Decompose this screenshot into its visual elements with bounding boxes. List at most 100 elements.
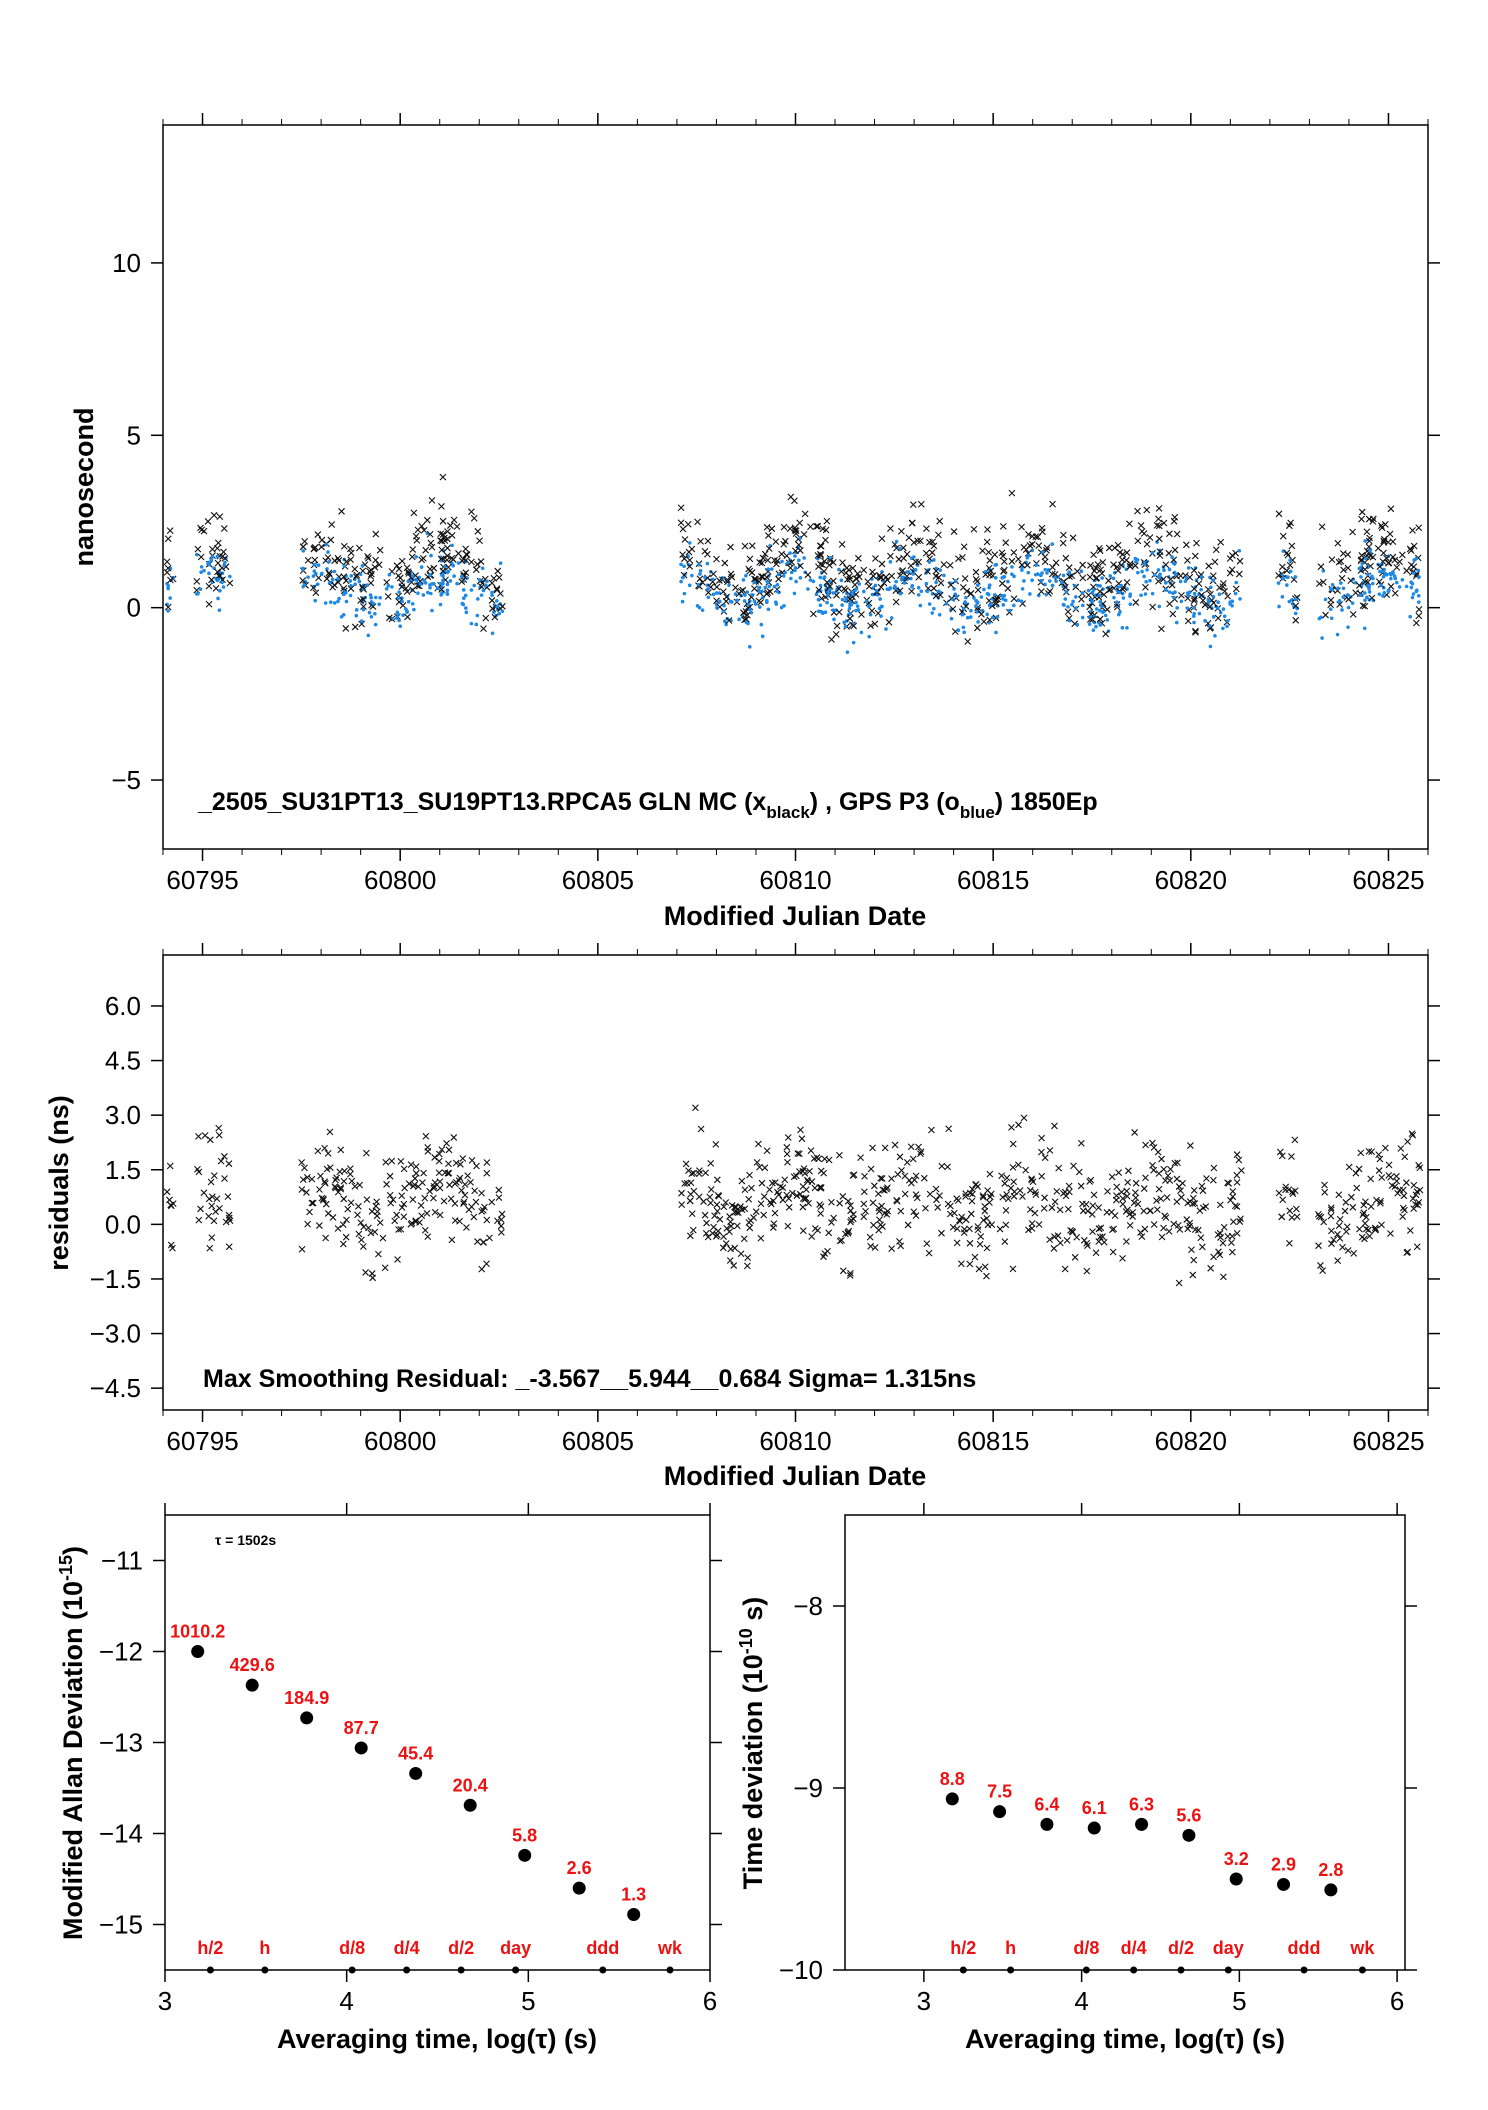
data-point-dot bbox=[1211, 578, 1215, 583]
data-point-x bbox=[474, 560, 481, 568]
data-point-x bbox=[1378, 1221, 1385, 1229]
data-point-dot bbox=[498, 561, 503, 565]
data-point-x bbox=[407, 1161, 415, 1169]
data-point-x bbox=[343, 1216, 350, 1224]
data-point-dot bbox=[412, 607, 416, 612]
data-point-x bbox=[974, 586, 982, 594]
data-point-x bbox=[1235, 1156, 1243, 1164]
data-point-x bbox=[1238, 1167, 1245, 1174]
interval-label: h/2 bbox=[197, 1938, 223, 1958]
deviation-point bbox=[1087, 1821, 1101, 1835]
data-point-x bbox=[696, 575, 704, 583]
data-point-dot bbox=[430, 582, 434, 586]
deviation-point bbox=[993, 1805, 1007, 1819]
data-point-x bbox=[445, 1160, 452, 1168]
data-point-x bbox=[704, 537, 712, 545]
data-point-x bbox=[817, 550, 824, 558]
data-point-x bbox=[403, 564, 411, 572]
data-point-x bbox=[932, 1185, 940, 1193]
data-point-dot bbox=[744, 573, 748, 578]
data-point-x bbox=[163, 569, 171, 576]
data-point-dot bbox=[956, 628, 961, 633]
data-point-dot bbox=[1119, 583, 1124, 588]
data-point-x bbox=[224, 1193, 232, 1200]
data-point-dot bbox=[166, 609, 170, 613]
data-point-x bbox=[371, 1228, 379, 1236]
data-point-x bbox=[369, 1274, 377, 1282]
data-point-dot bbox=[386, 583, 391, 588]
data-point-x bbox=[339, 1221, 347, 1229]
data-point-x bbox=[720, 1233, 727, 1241]
data-point-x bbox=[1355, 1165, 1363, 1173]
data-point-x bbox=[1138, 1233, 1146, 1240]
y-tick-label: −13 bbox=[99, 1728, 143, 1758]
data-point-x bbox=[1097, 566, 1104, 574]
data-point-dot bbox=[1222, 614, 1227, 619]
data-point-x bbox=[164, 535, 172, 543]
data-point-x bbox=[703, 1219, 710, 1227]
data-point-dot bbox=[775, 589, 779, 594]
data-point-dot bbox=[774, 600, 778, 604]
data-point-x bbox=[1132, 599, 1140, 606]
data-point-dot bbox=[1157, 575, 1162, 580]
data-point-x bbox=[478, 1265, 486, 1273]
data-point-dot bbox=[776, 572, 781, 577]
data-point-x bbox=[1032, 533, 1040, 541]
data-point-x bbox=[1071, 1253, 1079, 1261]
data-point-dot bbox=[390, 585, 394, 589]
data-point-x bbox=[794, 1150, 802, 1157]
data-point-x bbox=[367, 572, 375, 580]
data-point-dot bbox=[1288, 558, 1292, 563]
data-point-x bbox=[899, 544, 907, 552]
plot3-ylabel: Modified Allan Deviation (10-15) bbox=[56, 1546, 88, 1940]
data-point-x bbox=[486, 1234, 493, 1242]
data-point-dot bbox=[1010, 565, 1014, 569]
data-point-dot bbox=[378, 595, 382, 600]
data-point-x bbox=[346, 545, 354, 553]
data-point-dot bbox=[789, 570, 794, 575]
data-point-x bbox=[726, 1257, 734, 1264]
data-point-x bbox=[883, 576, 891, 584]
data-point-x bbox=[329, 1214, 337, 1221]
data-point-x bbox=[909, 1155, 917, 1163]
data-point-x bbox=[391, 1217, 399, 1225]
data-point-x bbox=[298, 1245, 306, 1253]
data-point-x bbox=[1319, 578, 1327, 586]
data-point-x bbox=[751, 585, 758, 592]
data-point-dot bbox=[986, 592, 991, 597]
data-point-x bbox=[975, 1265, 983, 1273]
data-point-dot bbox=[1285, 583, 1289, 587]
interval-label: h/2 bbox=[950, 1938, 976, 1958]
data-point-x bbox=[1403, 567, 1411, 575]
data-point-x bbox=[488, 597, 496, 604]
data-point-dot bbox=[1218, 610, 1223, 615]
y-tick-label: 6.0 bbox=[105, 991, 141, 1021]
data-point-x bbox=[1339, 1243, 1346, 1251]
data-point-dot bbox=[1211, 594, 1216, 599]
data-point-x bbox=[1233, 1203, 1241, 1211]
data-point-x bbox=[970, 525, 978, 533]
data-point-x bbox=[894, 1171, 902, 1178]
data-point-dot bbox=[1140, 569, 1144, 574]
data-point-dot bbox=[1088, 615, 1092, 619]
data-point-dot bbox=[995, 604, 1000, 608]
data-point-x bbox=[686, 562, 694, 570]
data-point-dot bbox=[818, 583, 823, 588]
data-point-x bbox=[1000, 558, 1008, 565]
data-point-dot bbox=[1103, 613, 1108, 618]
data-point-x bbox=[491, 613, 499, 621]
data-point-x bbox=[1327, 1204, 1335, 1212]
data-point-dot bbox=[969, 608, 973, 613]
data-point-x bbox=[426, 1187, 434, 1195]
data-point-dot bbox=[1136, 570, 1140, 575]
data-point-x bbox=[1041, 1194, 1048, 1202]
data-point-x bbox=[1015, 1121, 1022, 1129]
data-point-x bbox=[347, 585, 355, 592]
data-point-x bbox=[1069, 534, 1077, 542]
data-point-x bbox=[490, 574, 498, 582]
data-point-x bbox=[1018, 523, 1025, 531]
data-point-x bbox=[1283, 549, 1291, 557]
data-point-dot bbox=[993, 563, 998, 567]
data-point-x bbox=[1028, 1225, 1036, 1232]
data-point-x bbox=[210, 1172, 218, 1179]
